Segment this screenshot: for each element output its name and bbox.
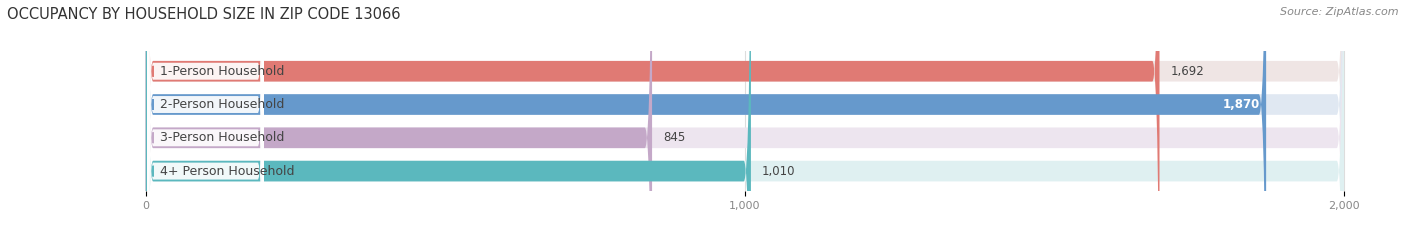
FancyBboxPatch shape: [146, 0, 1344, 233]
Text: 1,870: 1,870: [1223, 98, 1260, 111]
FancyBboxPatch shape: [148, 0, 264, 233]
Text: 1,010: 1,010: [762, 164, 796, 178]
FancyBboxPatch shape: [146, 0, 1160, 233]
Text: 845: 845: [662, 131, 685, 144]
Text: 1,692: 1,692: [1170, 65, 1204, 78]
FancyBboxPatch shape: [148, 0, 264, 233]
Text: Source: ZipAtlas.com: Source: ZipAtlas.com: [1281, 7, 1399, 17]
Text: 4+ Person Household: 4+ Person Household: [160, 164, 295, 178]
Text: 3-Person Household: 3-Person Household: [160, 131, 284, 144]
Text: 1-Person Household: 1-Person Household: [160, 65, 284, 78]
Text: OCCUPANCY BY HOUSEHOLD SIZE IN ZIP CODE 13066: OCCUPANCY BY HOUSEHOLD SIZE IN ZIP CODE …: [7, 7, 401, 22]
FancyBboxPatch shape: [146, 0, 751, 233]
Text: 2-Person Household: 2-Person Household: [160, 98, 284, 111]
FancyBboxPatch shape: [146, 0, 1344, 233]
FancyBboxPatch shape: [148, 0, 264, 233]
FancyBboxPatch shape: [146, 0, 1344, 233]
FancyBboxPatch shape: [146, 0, 1344, 233]
FancyBboxPatch shape: [148, 0, 264, 233]
FancyBboxPatch shape: [146, 0, 1267, 233]
FancyBboxPatch shape: [146, 0, 652, 233]
